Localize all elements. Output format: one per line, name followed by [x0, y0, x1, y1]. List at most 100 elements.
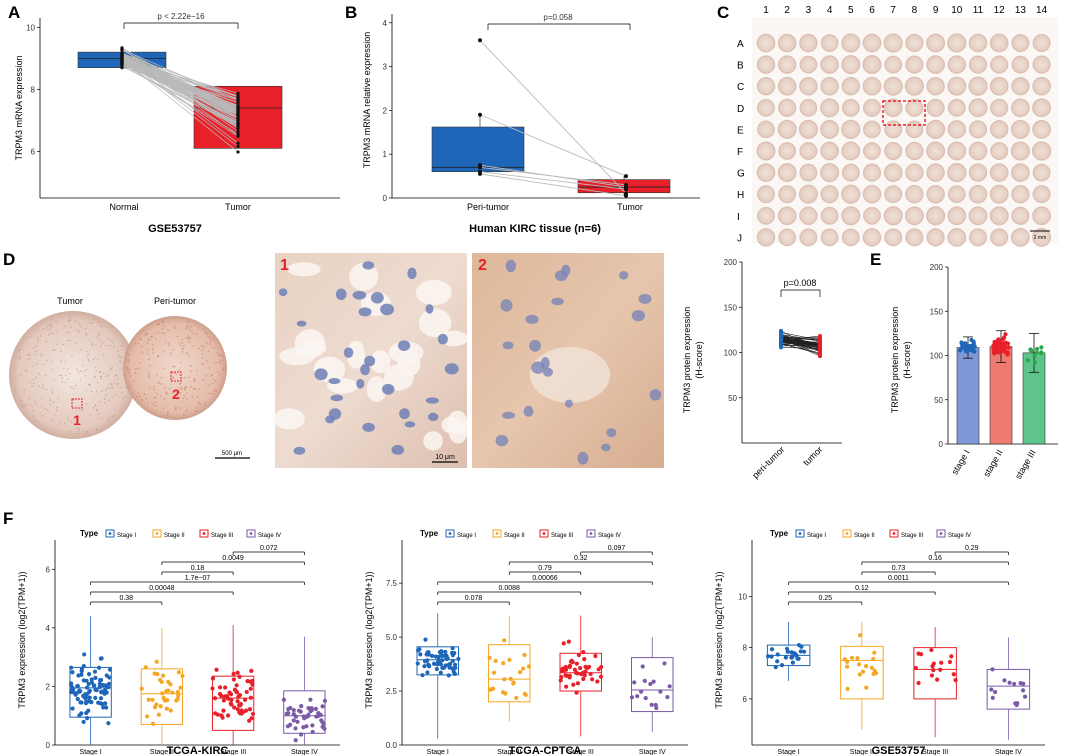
clear-vacuole: [273, 408, 305, 430]
tissue-speck: [102, 372, 104, 375]
y-tick-label: 0.0: [386, 741, 398, 750]
data-point: [237, 674, 242, 679]
tissue-speck: [120, 367, 123, 369]
tissue-speck: [189, 386, 192, 388]
data-point: [231, 677, 236, 682]
data-point: [930, 664, 935, 669]
tissue-speck: [79, 325, 82, 328]
data-point: [322, 698, 328, 704]
data-point: [217, 685, 223, 690]
y-tick-label: 2: [383, 106, 388, 115]
tma-peri-label: Peri-tumor: [154, 296, 196, 306]
tissue-speck: [64, 422, 66, 425]
tma-row-label: C: [737, 82, 744, 93]
data-point: [425, 658, 430, 663]
tma-core: [799, 206, 818, 225]
x-tick-label: Stage IV: [639, 749, 666, 755]
tissue-speck: [191, 396, 194, 399]
tissue-speck: [27, 358, 30, 361]
tissue-speck: [37, 340, 39, 342]
point-tumor: [236, 121, 240, 125]
data-point: [241, 709, 246, 715]
data-point: [990, 695, 995, 700]
tissue-speck: [107, 374, 109, 377]
tma-core: [841, 163, 860, 182]
tissue-speck: [163, 332, 165, 335]
tma-core: [799, 163, 818, 182]
data-point: [296, 708, 302, 713]
nucleus: [495, 434, 509, 447]
nucleus: [397, 340, 411, 351]
tissue-speck: [191, 330, 193, 333]
tissue-speck: [37, 385, 40, 387]
tissue-speck: [120, 356, 123, 359]
tissue-speck: [201, 353, 204, 355]
y-tick-label: 6: [743, 695, 748, 704]
tissue-speck: [20, 374, 22, 377]
point-tumor: [236, 150, 240, 154]
tissue-speck: [180, 386, 183, 389]
point-peri: [779, 337, 783, 342]
tissue-speck: [195, 406, 197, 409]
pair-line: [479, 114, 627, 177]
data-point: [857, 672, 862, 677]
tma-core: [926, 55, 945, 74]
tma-core: [756, 141, 776, 161]
tissue-speck: [56, 406, 58, 409]
tissue-speck: [167, 342, 170, 344]
tissue-speck: [113, 338, 115, 341]
tissue-speck: [73, 387, 75, 390]
tissue-speck: [183, 376, 186, 379]
tissue-speck: [176, 391, 179, 394]
data-point: [301, 725, 306, 730]
data-point: [69, 683, 74, 688]
nucleus: [505, 259, 517, 273]
tissue-speck: [179, 382, 182, 385]
tissue-speck: [153, 405, 156, 407]
data-point: [569, 658, 574, 663]
data-point: [566, 639, 571, 644]
tma-core: [904, 76, 925, 96]
point-tumor: [624, 187, 628, 192]
data-point: [450, 658, 455, 663]
tissue-speck: [147, 349, 149, 351]
tissue-speck: [213, 339, 215, 341]
tissue-speck: [147, 338, 150, 341]
data-point: [576, 652, 581, 658]
tissue-speck: [211, 374, 214, 376]
data-point: [1028, 348, 1033, 353]
tissue-speck: [181, 342, 184, 345]
data-point: [93, 695, 98, 700]
tissue-speck: [31, 385, 33, 388]
tissue-speck: [94, 366, 97, 368]
comparison-pvalue: 0.0088: [499, 585, 521, 592]
tissue-speck: [18, 356, 21, 359]
data-point: [429, 653, 435, 659]
data-point: [221, 708, 226, 713]
point-tumor: [236, 144, 240, 149]
nucleus: [343, 347, 354, 358]
data-point: [511, 680, 516, 685]
tma-core: [968, 98, 988, 118]
tissue-speck: [75, 329, 77, 331]
tissue-speck: [107, 419, 109, 421]
panel-f-chart-3: TRPM3 expression (log2(TPM+1)) GSE53757 6 8…: [714, 529, 1045, 755]
tissue-speck: [85, 332, 88, 334]
data-point: [561, 641, 566, 646]
tma-core: [1011, 55, 1030, 74]
data-point: [1002, 678, 1007, 683]
comparison-pvalue: 0.18: [191, 565, 205, 572]
data-point: [175, 697, 180, 702]
tma-row-label: F: [737, 147, 743, 158]
tma-core: [778, 98, 797, 117]
tma-core: [947, 55, 966, 74]
tma-core: [968, 206, 988, 226]
x-tick-label: Stage II: [150, 749, 174, 755]
data-point: [161, 695, 166, 700]
comparison-pvalue: 0.097: [608, 545, 626, 552]
tma-core: [904, 206, 924, 226]
tma-core: [926, 98, 945, 117]
pair-line: [479, 166, 627, 186]
tissue-speck: [36, 345, 38, 347]
data-point: [223, 685, 228, 690]
